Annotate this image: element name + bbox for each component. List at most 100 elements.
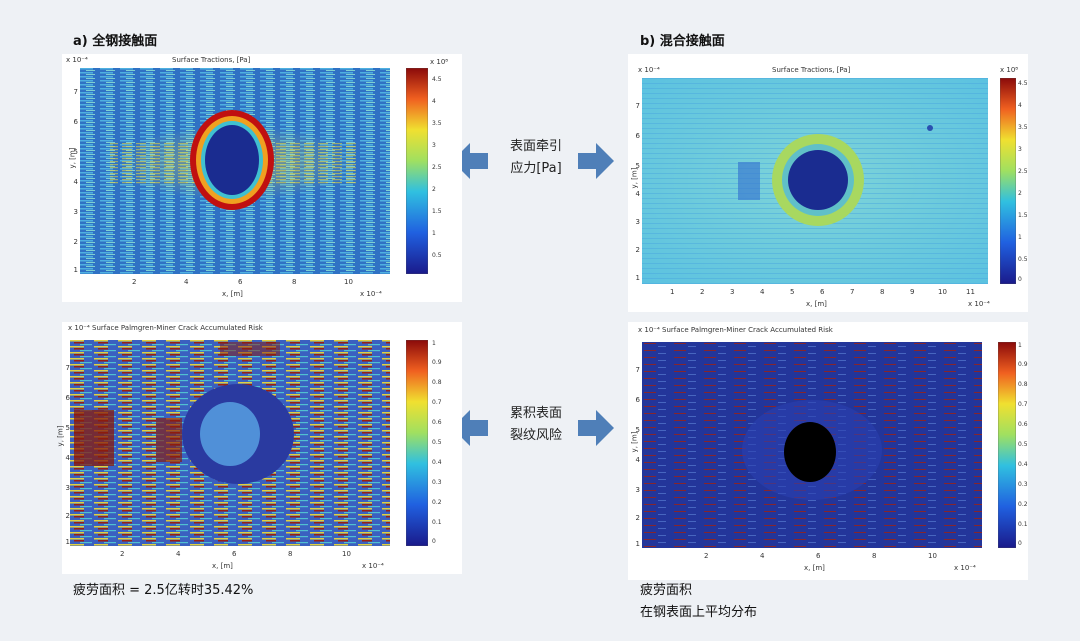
cb-tick: 0.1 <box>1018 521 1028 528</box>
panel-b-risk-x-label: x, [m] <box>804 564 825 572</box>
panel-b-risk-title: x 10⁻⁴ Surface Palmgren-Miner Crack Accu… <box>638 326 833 334</box>
y-tick: 1 <box>635 274 640 282</box>
panel-a-traction-colorbar-scale: x 10⁸ <box>430 58 449 66</box>
arrow-right-top-icon <box>578 143 614 179</box>
cb-tick: 0 <box>1018 540 1022 547</box>
x-tick: 6 <box>238 278 243 286</box>
y-tick: 3 <box>635 486 640 494</box>
traction-label-line2: 应力[Pa] <box>510 161 562 176</box>
cb-tick: 3 <box>432 142 436 149</box>
x-tick: 4 <box>176 550 181 558</box>
cb-tick: 0.8 <box>1018 381 1028 388</box>
panel-b-traction-colorbar <box>1000 78 1016 284</box>
cb-tick: 0.3 <box>432 479 442 486</box>
y-tick: 2 <box>635 514 640 522</box>
panel-a-risk-figure: x 10⁻⁴ Surface Palmgren-Miner Crack Accu… <box>56 322 462 574</box>
y-tick: 1 <box>635 540 640 548</box>
panel-a-traction-figure: Surface Tractions, [Pa] x 10⁻⁴ 7 <box>62 54 462 302</box>
y-tick: 3 <box>635 218 640 226</box>
risk-label-line1: 累积表面 <box>509 406 562 421</box>
risk-label-line2: 裂纹风险 <box>509 428 562 443</box>
x-tick: 2 <box>132 278 137 286</box>
x-tick: 8 <box>288 550 293 558</box>
panel-a-traction-y-label: y, [m] <box>68 147 77 169</box>
cb-tick: 0.9 <box>432 359 442 366</box>
x-tick: 8 <box>880 288 885 296</box>
cb-tick: 0.2 <box>1018 501 1028 508</box>
y-tick: 4 <box>635 190 640 198</box>
panel-a-traction-title: Surface Tractions, [Pa] <box>172 56 251 64</box>
cb-tick: 2 <box>432 186 436 193</box>
panel-a-traction-y-scale: x 10⁻⁴ <box>66 56 88 64</box>
y-tick: 1 <box>73 266 78 274</box>
y-tick: 6 <box>73 118 78 126</box>
risk-label: 累积表面 裂纹风险 <box>496 403 576 447</box>
cb-tick: 2.5 <box>432 164 442 171</box>
cb-tick: 0.3 <box>1018 481 1028 488</box>
panel-b-traction-y-axis: 7 6 5 4 3 2 1 <box>628 78 640 284</box>
cb-tick: 1 <box>1018 342 1022 349</box>
y-tick: 5 <box>635 426 640 434</box>
x-tick: 9 <box>910 288 915 296</box>
panel-b-risk-y-axis: 7 6 5 4 3 2 1 <box>628 342 640 548</box>
cb-tick: 3 <box>1018 146 1022 153</box>
cb-tick: 0.2 <box>432 499 442 506</box>
cb-tick: 0.7 <box>1018 401 1028 408</box>
cb-tick: 0.4 <box>432 459 442 466</box>
cb-tick: 0 <box>432 538 436 545</box>
y-tick: 6 <box>635 396 640 404</box>
y-tick: 6 <box>635 132 640 140</box>
x-tick: 10 <box>344 278 353 286</box>
cb-tick: 4 <box>1018 102 1022 109</box>
cb-tick: 0.8 <box>432 379 442 386</box>
panel-a-risk-heatmap <box>70 340 390 546</box>
panel-b-risk-heatmap <box>642 342 982 548</box>
traction-label: 表面牵引 应力[Pa] <box>496 136 576 180</box>
panel-a-risk-colorbar <box>406 340 428 546</box>
panel-a-risk-y-label: y, [m] <box>56 425 65 447</box>
y-tick: 4 <box>635 456 640 464</box>
x-tick: 2 <box>700 288 705 296</box>
panel-b-traction-heatmap <box>642 78 988 284</box>
panel-a-risk-x-scale: x 10⁻⁴ <box>362 562 384 570</box>
x-tick: 1 <box>670 288 675 296</box>
panel-a-title: a) 全钢接触面 <box>73 34 158 49</box>
panel-b-risk-figure: x 10⁻⁴ Surface Palmgren-Miner Crack Accu… <box>628 322 1028 580</box>
y-tick: 5 <box>73 148 78 156</box>
x-tick: 10 <box>938 288 947 296</box>
cb-tick: 3.5 <box>432 120 442 127</box>
panel-a-risk-x-label: x, [m] <box>212 562 233 570</box>
panel-b-caption-line1: 疲劳面积 <box>640 583 693 598</box>
y-tick: 7 <box>65 364 70 372</box>
y-tick: 2 <box>65 512 70 520</box>
panel-b-traction-y-scale: x 10⁻⁴ <box>638 66 660 74</box>
y-tick: 2 <box>73 238 78 246</box>
cb-tick: 1.5 <box>1018 212 1028 219</box>
x-tick: 8 <box>292 278 297 286</box>
y-tick: 4 <box>65 454 70 462</box>
x-tick: 8 <box>872 552 877 560</box>
x-tick: 3 <box>730 288 735 296</box>
cb-tick: 4.5 <box>1018 80 1028 87</box>
panel-b-traction-title: Surface Tractions, [Pa] <box>772 66 851 74</box>
arrow-right-bottom-icon <box>578 410 614 446</box>
y-tick: 5 <box>635 162 640 170</box>
panel-a-caption: 疲劳面积 = 2.5亿转时35.42% <box>73 583 254 598</box>
panel-b-caption-line2: 在钢表面上平均分布 <box>640 605 758 620</box>
y-tick: 4 <box>73 178 78 186</box>
traction-label-line1: 表面牵引 <box>509 139 562 154</box>
panel-a-risk-y-axis: 7 6 5 4 3 2 1 <box>62 340 70 546</box>
cb-tick: 1 <box>432 230 436 237</box>
cb-tick: 0.4 <box>1018 461 1028 468</box>
cb-tick: 2 <box>1018 190 1022 197</box>
y-tick: 5 <box>65 424 70 432</box>
y-tick: 7 <box>635 102 640 110</box>
panel-b-traction-x-label: x, [m] <box>806 300 827 308</box>
cb-tick: 1 <box>432 340 436 347</box>
panel-b-risk-y-label: y, [m] <box>630 431 639 453</box>
panel-a-risk-title: x 10⁻⁴ Surface Palmgren-Miner Crack Accu… <box>68 324 263 332</box>
panel-a-traction-colorbar <box>406 68 428 274</box>
panel-b-traction-y-label: y, [m] <box>630 167 639 189</box>
x-tick: 7 <box>850 288 855 296</box>
y-tick: 7 <box>635 366 640 374</box>
